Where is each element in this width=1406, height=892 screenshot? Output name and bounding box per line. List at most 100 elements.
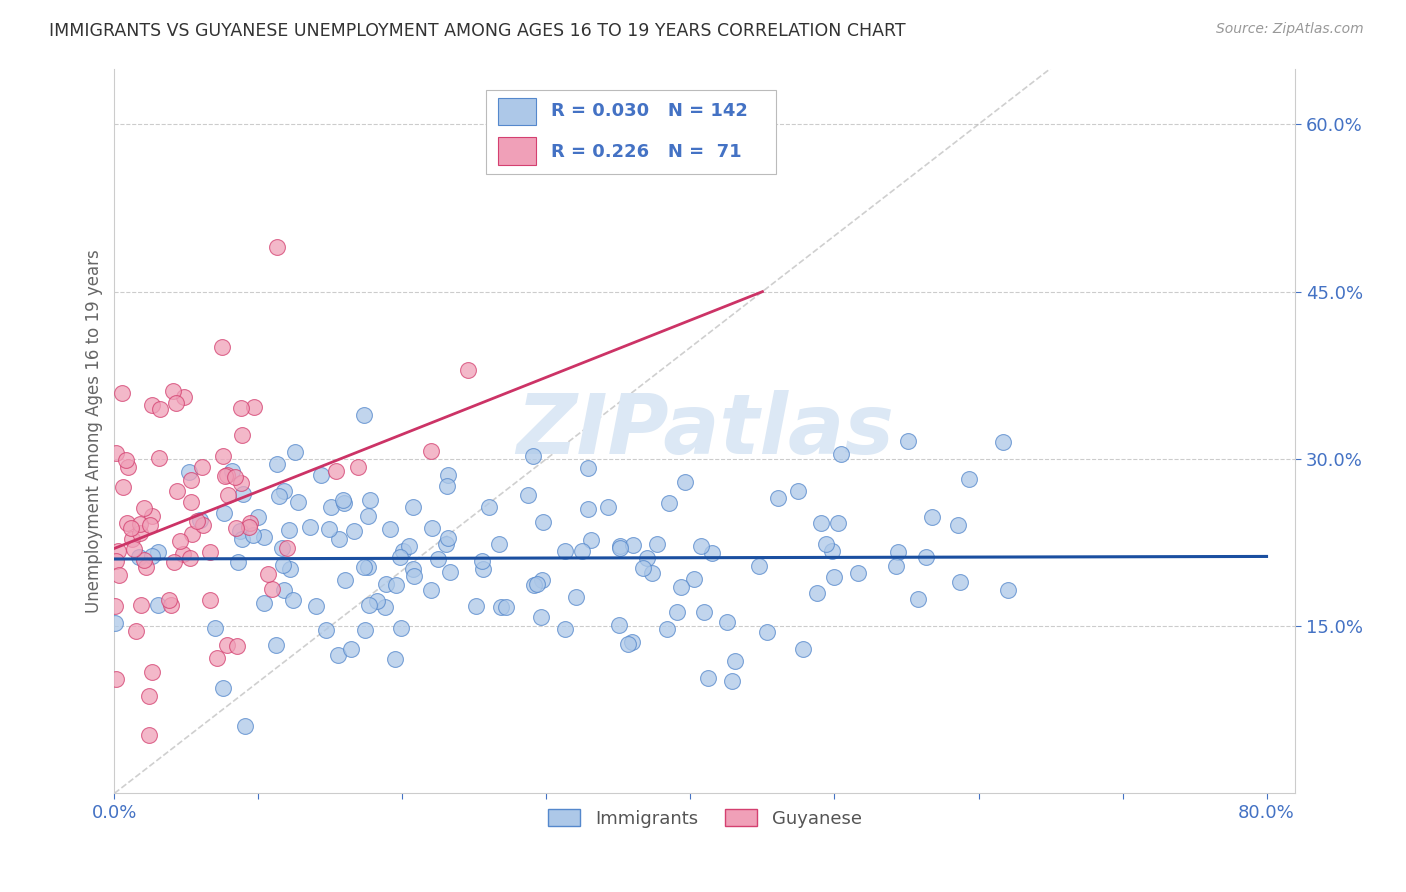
Point [359, 598, 381, 612]
Point [120, 520, 142, 534]
Point [186, 514, 208, 528]
Point [354, 624, 377, 638]
Point [160, 598, 183, 612]
Point [384, 577, 406, 591]
Point [419, 443, 441, 458]
Point [233, 719, 256, 733]
Point [716, 615, 738, 629]
Point [131, 599, 153, 613]
Point [516, 488, 538, 502]
Point [141, 509, 163, 524]
Point [173, 390, 195, 404]
Point [242, 528, 264, 542]
Point [298, 520, 321, 534]
Text: ZIPatlas: ZIPatlas [516, 391, 894, 472]
Point [609, 541, 631, 555]
Point [204, 621, 226, 635]
Point [434, 537, 457, 551]
Point [105, 672, 128, 686]
Point [697, 671, 720, 685]
Point [111, 480, 134, 494]
Point [212, 681, 235, 695]
Point [231, 532, 253, 546]
Point [188, 512, 211, 526]
Point [139, 518, 162, 533]
Point [180, 527, 202, 541]
Point [886, 545, 908, 559]
FancyBboxPatch shape [486, 90, 776, 174]
Point [353, 560, 375, 574]
Point [148, 451, 170, 466]
Point [766, 491, 789, 505]
Point [326, 648, 349, 663]
Point [596, 500, 619, 515]
Point [238, 520, 260, 534]
Point [439, 565, 461, 579]
Point [554, 544, 576, 558]
Point [359, 492, 381, 507]
Point [162, 384, 184, 399]
Point [211, 340, 233, 354]
Point [631, 561, 654, 575]
Point [675, 475, 697, 489]
Point [526, 577, 548, 591]
Text: R = 0.030   N = 142: R = 0.030 N = 142 [551, 102, 748, 120]
Point [366, 593, 388, 607]
Point [125, 624, 148, 639]
Point [271, 541, 294, 555]
Point [949, 574, 972, 589]
FancyBboxPatch shape [498, 97, 536, 125]
Point [105, 554, 128, 568]
Point [792, 642, 814, 657]
Point [166, 483, 188, 498]
Point [641, 566, 664, 581]
Point [215, 467, 238, 482]
Point [478, 500, 501, 514]
Point [191, 459, 214, 474]
Point [915, 549, 938, 564]
Point [217, 487, 239, 501]
Point [921, 509, 943, 524]
Point [276, 541, 298, 556]
Point [747, 558, 769, 573]
Point [373, 599, 395, 614]
Point [357, 560, 380, 574]
Point [690, 540, 713, 554]
Point [616, 637, 638, 651]
Point [180, 495, 202, 509]
Point [111, 385, 134, 400]
Point [332, 493, 354, 508]
Point [343, 524, 366, 539]
Point [848, 566, 870, 580]
Point [398, 540, 420, 554]
Legend: Immigrants, Guyanese: Immigrants, Guyanese [540, 802, 869, 835]
Point [702, 546, 724, 560]
Point [117, 460, 139, 475]
Point [682, 572, 704, 586]
Point [671, 580, 693, 594]
Point [267, 489, 290, 503]
Point [946, 518, 969, 533]
Point [464, 599, 486, 613]
Point [531, 515, 554, 529]
Point [105, 445, 128, 459]
Point [128, 549, 150, 564]
Text: Source: ZipAtlas.com: Source: ZipAtlas.com [1216, 22, 1364, 37]
Point [436, 467, 458, 482]
Point [576, 501, 599, 516]
Point [212, 449, 235, 463]
Point [239, 516, 262, 531]
Point [138, 728, 160, 742]
Point [426, 552, 449, 566]
Point [141, 549, 163, 563]
Point [284, 445, 307, 459]
Point [232, 486, 254, 500]
Point [827, 516, 849, 530]
Point [193, 518, 215, 533]
Point [380, 522, 402, 536]
Point [335, 574, 357, 588]
Point [333, 495, 356, 509]
Point [225, 520, 247, 534]
Point [179, 550, 201, 565]
Point [309, 468, 332, 483]
